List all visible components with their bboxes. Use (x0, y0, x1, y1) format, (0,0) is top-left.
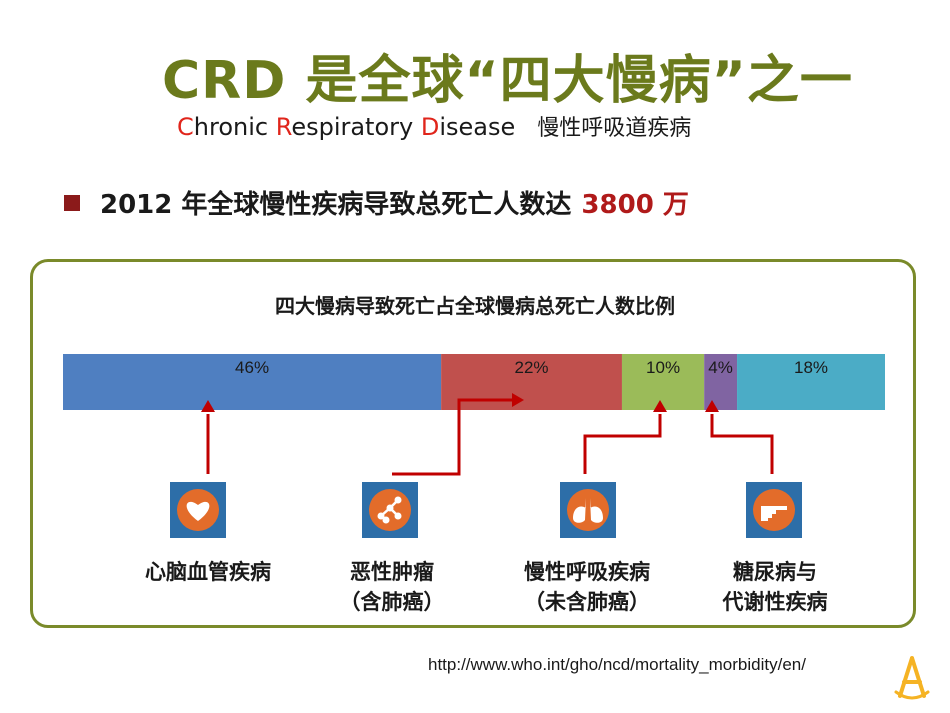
subtitle-word-respiratory: espiratory (291, 113, 421, 141)
chart-panel (30, 259, 916, 628)
lungs-icon (573, 498, 603, 523)
subtitle-letter-c: C (177, 113, 194, 141)
bar-segment-0 (63, 354, 442, 410)
subtitle-word-chronic: hronic (193, 113, 276, 141)
heart-icon (186, 501, 210, 521)
bar-segment-4 (737, 354, 885, 410)
molecule-icon (377, 496, 402, 524)
bar-segment-2 (621, 354, 705, 410)
category-label-line2: （未含肺癌） (524, 590, 650, 614)
page-title: CRD 是全球“四大慢病”之一 (162, 51, 853, 111)
category-label-line2: 代谢性疾病 (722, 590, 828, 614)
data-label-0: 46% (235, 358, 269, 377)
category-label-line1: 心脑血管疾病 (145, 560, 271, 584)
category-label-cancer: 恶性肿瘤 （含肺癌） (292, 557, 492, 617)
data-label-3: 4% (708, 358, 733, 377)
subtitle-word-disease: isease (439, 113, 516, 141)
arrow-line-2 (583, 414, 662, 474)
arrow-head-1 (512, 393, 524, 407)
brand-logo-icon (894, 656, 930, 700)
bullet-square-icon (64, 194, 80, 211)
arrow-line-1 (392, 398, 512, 476)
bullet-text: 2012 年全球慢性疾病导致总死亡人数达 (100, 190, 572, 220)
subtitle-chinese: 慢性呼吸道疾病 (537, 116, 692, 141)
arrow-line-3 (710, 414, 774, 474)
category-label-cardiovascular: 心脑血管疾病 (108, 557, 308, 587)
bullet-highlight: 3800 万 (581, 190, 689, 220)
icon-circle-2 (567, 489, 609, 531)
bullet-point: 2012 年全球慢性疾病导致总死亡人数达 3800 万 (64, 184, 689, 221)
data-label-2: 10% (646, 358, 680, 377)
hand-point-icon (761, 506, 787, 521)
category-label-line1: 慢性呼吸疾病 (524, 560, 650, 584)
source-link[interactable]: http://www.who.int/gho/ncd/mortality_mor… (428, 655, 806, 674)
category-label-line2: （含肺癌） (339, 590, 445, 614)
category-label-respiratory: 慢性呼吸疾病 （未含肺癌） (487, 557, 687, 617)
page-subtitle: Chronic Respiratory Disease 慢性呼吸道疾病 (177, 110, 691, 142)
category-label-line1: 恶性肿瘤 (350, 560, 434, 584)
data-label-4: 18% (794, 358, 828, 377)
subtitle-letter-d: D (420, 113, 440, 141)
arrow-head-2 (653, 400, 667, 412)
category-label-line1: 糖尿病与 (733, 560, 817, 584)
bar-segment-3 (704, 354, 738, 410)
arrow-head-0 (201, 400, 215, 412)
arrow-head-3 (705, 400, 719, 412)
chart-title: 四大慢病导致死亡占全球慢病总死亡人数比例 (275, 294, 675, 318)
subtitle-letter-r: R (275, 113, 292, 141)
category-label-diabetes: 糖尿病与 代谢性疾病 (675, 557, 875, 617)
data-label-1: 22% (515, 358, 549, 377)
